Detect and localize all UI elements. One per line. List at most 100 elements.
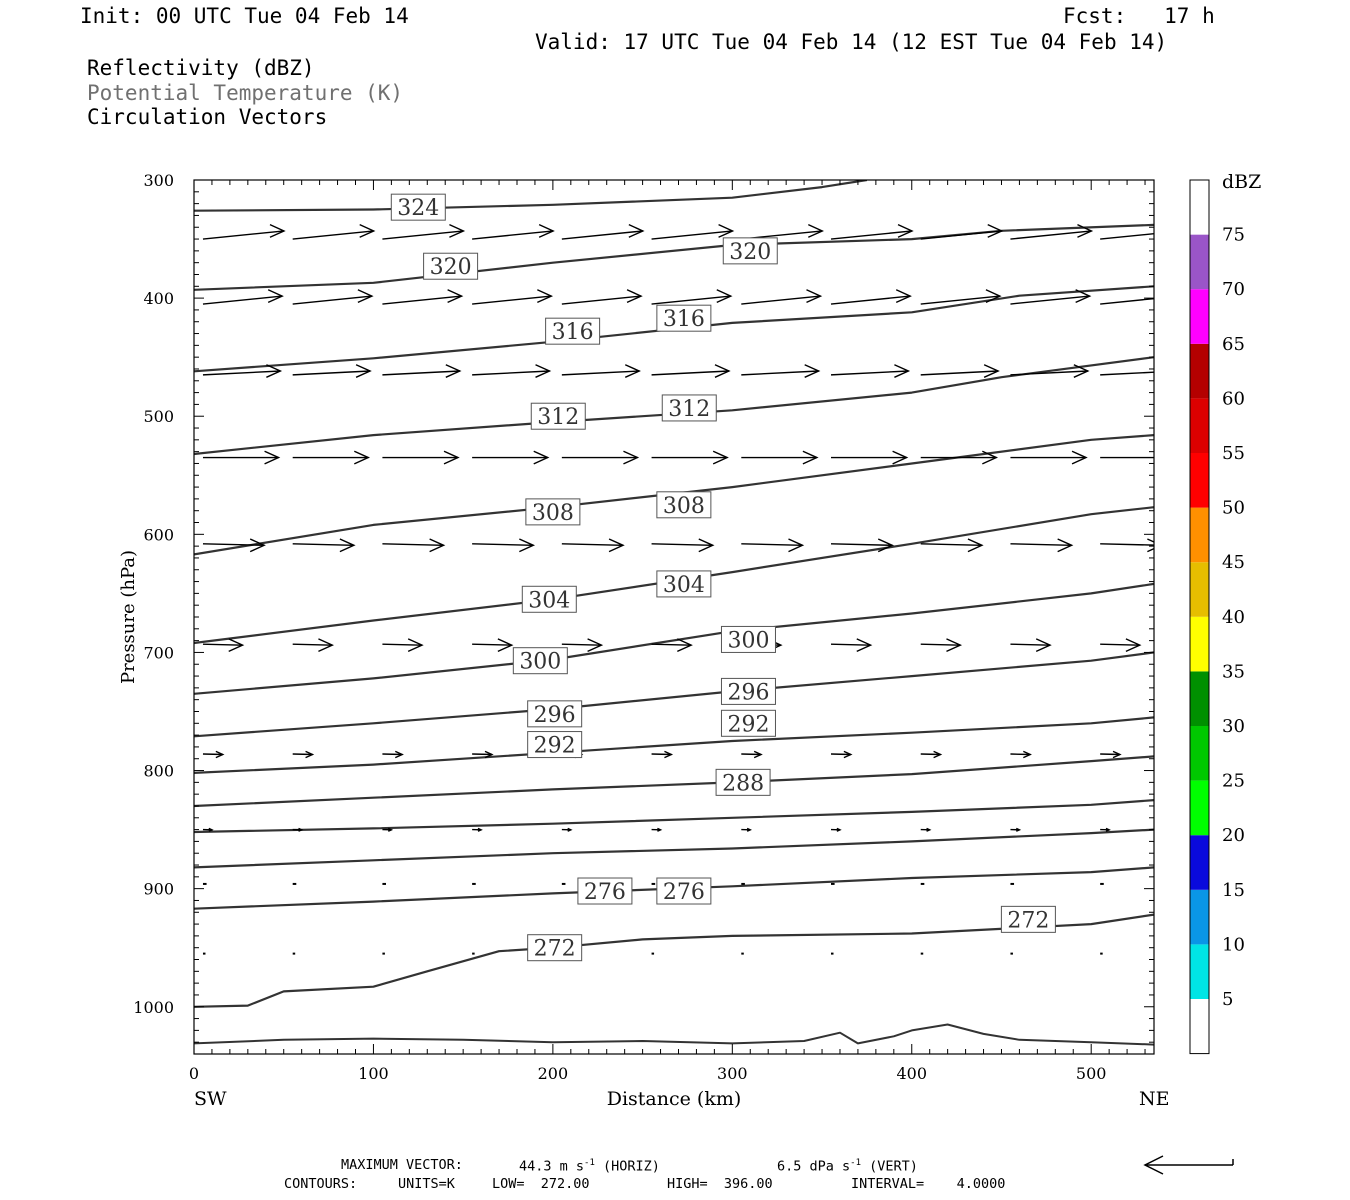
vector-head bbox=[926, 827, 932, 832]
isentrope-292 bbox=[194, 716, 1154, 774]
vector-shaft bbox=[561, 295, 642, 305]
vector-head bbox=[267, 289, 284, 304]
contours-low: LOW= 272.00 bbox=[492, 1176, 590, 1192]
vector-head bbox=[407, 638, 424, 653]
vector-head bbox=[987, 224, 1004, 238]
vector-head bbox=[357, 289, 374, 304]
vert-value: 6.5 dPa s bbox=[777, 1158, 851, 1175]
vector-head bbox=[982, 450, 999, 465]
circulation-vector bbox=[382, 289, 464, 305]
isentrope-label-box bbox=[545, 317, 601, 345]
contours-units: UNITS=K bbox=[398, 1176, 455, 1192]
vector-head bbox=[895, 289, 912, 304]
vector-head bbox=[538, 224, 555, 238]
circulation-vector bbox=[741, 224, 824, 240]
vector-head bbox=[449, 224, 466, 238]
contours-label: CONTOURS: bbox=[284, 1176, 358, 1192]
isentrope-276 bbox=[194, 866, 1154, 910]
circulation-vector bbox=[830, 638, 873, 653]
vector-shaft bbox=[1010, 543, 1072, 547]
vector-head bbox=[1071, 450, 1088, 465]
circulation-vector bbox=[472, 827, 483, 832]
vector-head bbox=[894, 364, 911, 378]
vector-head bbox=[445, 364, 462, 378]
circulation-vector bbox=[561, 224, 645, 240]
vector-shaft bbox=[472, 295, 552, 305]
vector-head bbox=[804, 364, 821, 378]
vector-head bbox=[447, 289, 464, 304]
vector-shaft bbox=[382, 543, 444, 547]
vector-shaft bbox=[741, 295, 821, 305]
colorbar-swatch bbox=[1190, 726, 1209, 781]
circulation-vector bbox=[1100, 538, 1154, 553]
vector-head bbox=[714, 364, 731, 378]
isentrope-label-box bbox=[577, 877, 633, 905]
vector-head bbox=[429, 538, 446, 553]
vector-head bbox=[264, 450, 281, 465]
max-vector-label: MAXIMUM VECTOR: bbox=[341, 1157, 463, 1173]
vector-head bbox=[519, 538, 536, 553]
vector-head bbox=[1075, 289, 1092, 304]
vector-head bbox=[1105, 827, 1111, 832]
colorbar-level-label: 10 bbox=[1222, 934, 1245, 955]
vector-shaft bbox=[292, 543, 354, 547]
vector-head bbox=[537, 289, 554, 304]
vector-head bbox=[266, 364, 283, 378]
vector-head bbox=[484, 750, 494, 759]
vector-shaft bbox=[1010, 370, 1088, 376]
y-tick-label: 400 bbox=[143, 289, 174, 308]
isentrope-label: 312 bbox=[668, 397, 710, 422]
circulation-vector bbox=[830, 750, 853, 759]
vector-shaft bbox=[472, 230, 554, 240]
isentrope-label: 316 bbox=[552, 320, 594, 345]
circulation-vector bbox=[202, 289, 284, 305]
colorbar-unit: dBZ bbox=[1222, 171, 1261, 193]
circulation-vector bbox=[920, 224, 1004, 240]
circulation-vector bbox=[651, 827, 663, 832]
circulation-vector bbox=[472, 638, 514, 653]
vector-head bbox=[753, 750, 763, 759]
vector-shaft bbox=[920, 643, 961, 646]
colorbar-level-label: 65 bbox=[1222, 334, 1245, 355]
isentrope-label: 324 bbox=[397, 196, 439, 221]
colorbar-swatch bbox=[1190, 999, 1209, 1054]
circulation-vector bbox=[741, 289, 823, 305]
vector-head bbox=[897, 224, 914, 238]
vector-layer bbox=[202, 224, 1154, 955]
horiz-unit: (HORIZ) bbox=[603, 1158, 660, 1175]
vector-head bbox=[946, 638, 963, 653]
colorbar-level-label: 35 bbox=[1222, 661, 1245, 682]
vector-head bbox=[359, 224, 376, 238]
circulation-vector bbox=[1100, 827, 1111, 832]
isentrope-label-box bbox=[423, 252, 479, 280]
vector-head bbox=[836, 827, 842, 832]
isentrope-label: 316 bbox=[663, 307, 705, 332]
x-tick-label: 300 bbox=[717, 1064, 748, 1083]
vector-head bbox=[657, 827, 663, 832]
vector-shaft bbox=[472, 543, 534, 547]
vector-head bbox=[339, 538, 356, 553]
vector-head bbox=[983, 364, 1000, 378]
vector-shaft bbox=[920, 295, 1000, 305]
circulation-vector bbox=[292, 450, 370, 465]
vector-shaft bbox=[561, 543, 624, 547]
vector-shaft bbox=[920, 370, 999, 376]
vector-head bbox=[355, 364, 372, 378]
vector-shaft bbox=[382, 230, 464, 240]
circulation-vector bbox=[292, 638, 334, 653]
vector-shaft bbox=[202, 295, 283, 305]
isentrope-304 bbox=[194, 506, 1154, 645]
vector-shaft bbox=[651, 295, 731, 305]
circulation-vector bbox=[1100, 638, 1142, 653]
isentrope-label-box bbox=[525, 498, 581, 526]
circulation-vector bbox=[920, 750, 943, 759]
colorbar: 5 10 15 20 25 30 35 40 45 50 55 60 65 70 75 bbox=[1189, 179, 1245, 1055]
x-tick-label: 200 bbox=[538, 1064, 569, 1083]
vector-head bbox=[228, 638, 245, 653]
vector-head bbox=[387, 827, 394, 832]
colorbar-level-label: 55 bbox=[1222, 443, 1245, 464]
vector-head bbox=[677, 638, 693, 653]
circulation-vector bbox=[651, 750, 674, 759]
colorbar-frame bbox=[1189, 179, 1210, 1055]
colorbar-swatch bbox=[1190, 835, 1209, 890]
